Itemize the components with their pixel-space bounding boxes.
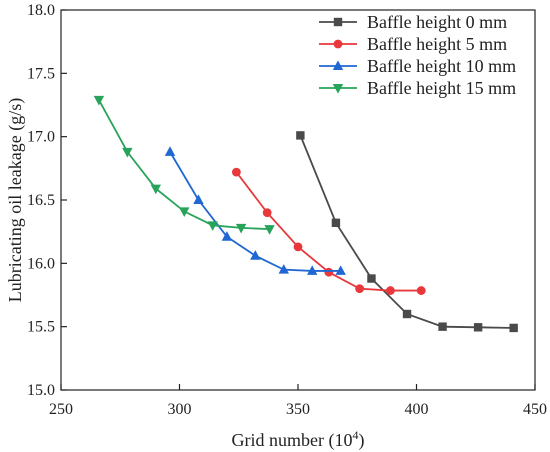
data-point bbox=[293, 242, 303, 252]
data-point bbox=[296, 131, 305, 140]
series-layer bbox=[93, 95, 518, 333]
data-point bbox=[324, 267, 334, 277]
data-point bbox=[438, 322, 447, 331]
legend-marker bbox=[333, 17, 343, 27]
data-point bbox=[93, 95, 105, 106]
x-tick-label: 250 bbox=[49, 401, 73, 418]
data-point bbox=[262, 208, 272, 218]
data-point bbox=[207, 221, 218, 231]
data-point bbox=[221, 231, 233, 241]
data-point bbox=[509, 323, 518, 333]
legend-item: Baffle height 15 mm bbox=[319, 78, 516, 98]
x-axis-label-superscript: 4 bbox=[352, 428, 358, 442]
legend-marker bbox=[333, 39, 343, 49]
legend-label: Baffle height 0 mm bbox=[367, 12, 507, 32]
y-tick-label: 16.5 bbox=[27, 192, 55, 209]
legend-item: Baffle height 5 mm bbox=[319, 34, 507, 54]
y-tick-label: 17.0 bbox=[27, 129, 55, 146]
data-point bbox=[307, 265, 318, 275]
data-point bbox=[331, 218, 341, 227]
series-2 bbox=[231, 167, 426, 295]
data-point bbox=[402, 309, 412, 319]
data-point bbox=[164, 146, 176, 156]
axes: 250 300 350 400 450 15.0 15.5 16.0 16.5 17.0 17.5 1… bbox=[27, 2, 547, 418]
data-point bbox=[122, 147, 133, 158]
y-tick-label: 18.0 bbox=[27, 2, 55, 19]
x-tick-label: 350 bbox=[286, 401, 310, 418]
data-point bbox=[386, 286, 395, 295]
data-point bbox=[367, 274, 376, 283]
y-axis-label: Lubricating oil leakage (g/s) bbox=[5, 98, 26, 302]
x-axis-label: Grid number (104) bbox=[232, 428, 365, 451]
legend-item: Baffle height 0 mm bbox=[319, 12, 507, 32]
legend-label: Baffle height 5 mm bbox=[367, 34, 507, 54]
x-tick-label: 400 bbox=[405, 401, 429, 418]
data-point bbox=[264, 225, 275, 235]
series-3 bbox=[164, 146, 346, 275]
legend-marker bbox=[332, 60, 344, 70]
legend-label: Baffle height 15 mm bbox=[367, 78, 516, 98]
y-tick-label: 15.0 bbox=[27, 382, 55, 399]
x-axis-label-main: Grid number (10 bbox=[232, 430, 353, 451]
series-line bbox=[299, 135, 514, 329]
data-point bbox=[335, 265, 346, 275]
data-point bbox=[179, 207, 190, 217]
data-point bbox=[473, 323, 483, 332]
x-tick-label: 450 bbox=[523, 401, 547, 418]
legend-item: Baffle height 10 mm bbox=[319, 56, 516, 76]
x-axis-label-close: ) bbox=[358, 430, 364, 451]
data-point bbox=[250, 250, 261, 260]
legend-label: Baffle height 10 mm bbox=[367, 56, 516, 76]
y-tick-label: 17.5 bbox=[27, 65, 55, 82]
data-point bbox=[231, 167, 241, 177]
data-point bbox=[193, 194, 204, 204]
x-tick-label: 300 bbox=[168, 401, 192, 418]
series-4 bbox=[93, 95, 275, 235]
y-tick-label: 15.5 bbox=[27, 319, 55, 336]
data-point bbox=[235, 223, 247, 234]
data-point bbox=[416, 286, 426, 295]
data-point bbox=[278, 264, 289, 274]
y-tick-label: 16.0 bbox=[27, 255, 55, 272]
data-point bbox=[150, 184, 161, 195]
data-point bbox=[355, 284, 365, 294]
series-1 bbox=[296, 131, 518, 333]
legend-marker bbox=[332, 84, 344, 94]
